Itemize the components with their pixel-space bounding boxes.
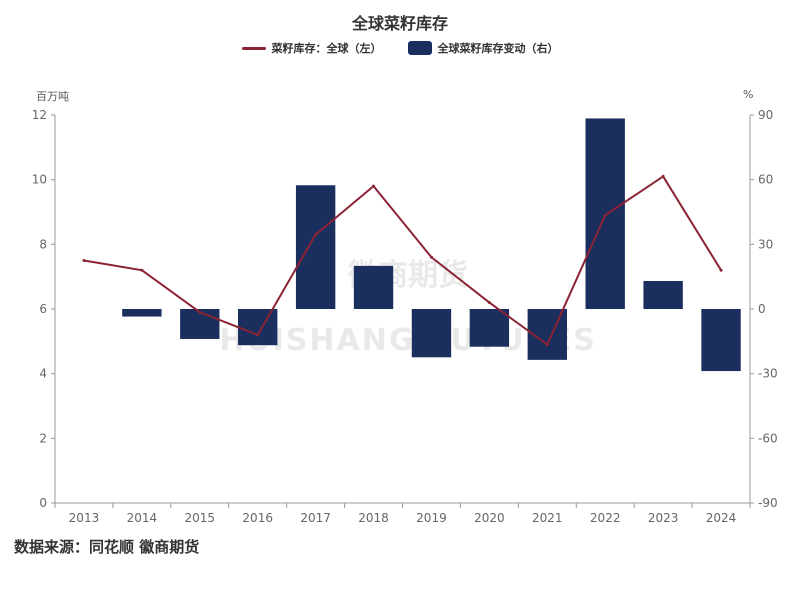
bar bbox=[295, 185, 336, 309]
bar-series bbox=[122, 118, 741, 372]
right-axis-unit: % bbox=[743, 88, 754, 101]
line-point bbox=[372, 184, 376, 188]
x-tick-label: 2020 bbox=[474, 511, 505, 525]
line-series bbox=[82, 174, 723, 347]
left-axis-unit: 百万吨 bbox=[36, 90, 69, 103]
left-tick-label: 4 bbox=[39, 367, 47, 381]
left-tick-label: 0 bbox=[39, 496, 47, 510]
x-tick-label: 2017 bbox=[300, 511, 331, 525]
x-tick-label: 2018 bbox=[358, 511, 389, 525]
x-tick-label: 2024 bbox=[706, 511, 737, 525]
bar bbox=[353, 265, 394, 309]
x-tick-label: 2019 bbox=[416, 511, 447, 525]
x-tick-label: 2023 bbox=[648, 511, 679, 525]
data-source: 数据来源：同花顺 徽商期货 bbox=[14, 538, 200, 556]
legend-bar-swatch bbox=[407, 41, 432, 55]
axes: 0 2 4 6 8 10 12 -90 -60 -30 0 30 60 90 2013 2014 2015 201… bbox=[32, 108, 778, 525]
line-point bbox=[487, 301, 491, 305]
line-point bbox=[719, 268, 723, 272]
right-tick-label: 60 bbox=[758, 173, 773, 187]
right-tick-label: -90 bbox=[758, 496, 778, 510]
line-point bbox=[82, 259, 86, 262]
bar bbox=[122, 309, 162, 317]
bar bbox=[180, 309, 220, 339]
right-tick-label: -30 bbox=[758, 367, 778, 381]
right-tick-label: 90 bbox=[758, 108, 773, 122]
x-tick-label: 2015 bbox=[185, 511, 216, 525]
bar bbox=[238, 309, 278, 346]
line-point bbox=[256, 333, 260, 337]
x-tick-label: 2022 bbox=[590, 511, 621, 525]
legend-item-line[interactable]: 菜籽库存：全球（左） bbox=[241, 40, 382, 56]
line-point bbox=[661, 174, 665, 178]
line-point bbox=[429, 255, 433, 259]
right-tick-label: 0 bbox=[758, 302, 766, 316]
line-point bbox=[314, 233, 318, 237]
chart-title: 全球菜籽库存 bbox=[351, 14, 448, 33]
bar bbox=[411, 309, 452, 358]
left-tick-label: 10 bbox=[32, 173, 47, 187]
legend: 菜籽库存：全球（左） 全球菜籽库存变动（右） bbox=[0, 40, 800, 56]
bar bbox=[469, 309, 510, 347]
series-line bbox=[83, 175, 722, 346]
left-tick-label: 12 bbox=[32, 108, 47, 122]
bar bbox=[643, 280, 683, 309]
bar bbox=[585, 118, 625, 310]
right-tick-label: -60 bbox=[758, 431, 778, 445]
x-tick-label: 2016 bbox=[242, 511, 273, 525]
legend-line-swatch bbox=[241, 46, 266, 50]
line-point bbox=[198, 310, 202, 314]
line-point bbox=[603, 213, 607, 217]
x-tick-label: 2021 bbox=[532, 511, 563, 525]
legend-item-bar[interactable]: 全球菜籽库存变动（右） bbox=[407, 40, 559, 56]
legend-line-label: 菜籽库存：全球（左） bbox=[271, 42, 382, 55]
bar bbox=[701, 309, 741, 372]
line-point bbox=[140, 268, 144, 272]
right-tick-label: 30 bbox=[758, 237, 773, 251]
x-tick-label: 2014 bbox=[127, 511, 158, 525]
legend-bar-label: 全球菜籽库存变动（右） bbox=[437, 42, 559, 55]
left-tick-label: 8 bbox=[39, 237, 47, 251]
left-tick-label: 6 bbox=[39, 302, 47, 316]
line-point bbox=[545, 343, 549, 347]
left-tick-label: 2 bbox=[39, 431, 47, 445]
x-tick-label: 2013 bbox=[69, 511, 100, 525]
